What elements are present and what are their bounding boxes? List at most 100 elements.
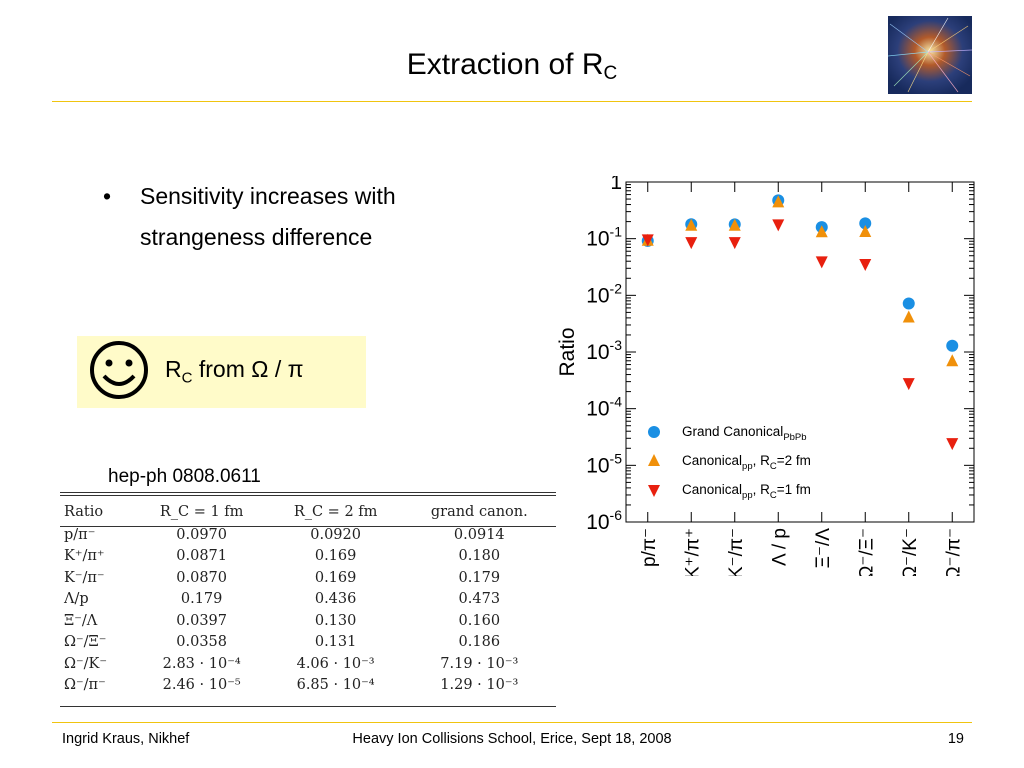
- table-cell: 6.85 · 10⁻⁴: [296, 677, 375, 694]
- data-point-triangle-up: [859, 225, 872, 238]
- table-cell: 0.160: [458, 612, 501, 629]
- table-row: K⁻/π⁻ 0.0870 0.169 0.179: [60, 567, 556, 589]
- data-point-triangle-down: [772, 219, 785, 232]
- table-cell: 7.19 · 10⁻³: [440, 655, 519, 672]
- data-point-triangle-up: [772, 195, 785, 208]
- reference-label: hep-ph 0808.0611: [108, 466, 261, 487]
- data-point-triangle-down: [815, 256, 828, 269]
- ratio-chart: 1 10-1 10-2 10-3 10-4 10-5 10-6 p/π⁻ K⁺/π⁺ K⁻/π⁻ Λ…: [556, 176, 975, 576]
- footer-event: Heavy Ion Collisions School, Erice, Sept…: [352, 731, 672, 747]
- table-cell: 0.473: [458, 591, 501, 608]
- legend-label: Grand CanonicalPbPb: [682, 424, 807, 443]
- table-cell: 0.169: [314, 569, 357, 586]
- table-row: Ξ⁻/Λ 0.0397 0.130 0.160: [60, 610, 556, 632]
- data-point-triangle-down: [685, 237, 698, 250]
- ratio-table: Ratio R_C = 1 fm R_C = 2 fm grand canon. p/…: [60, 492, 556, 710]
- legend-marker: [648, 454, 660, 466]
- callout-text: RC from Ω / π: [165, 356, 304, 387]
- table-cell: 4.06 · 10⁻³: [296, 655, 375, 672]
- table-header-cell: Ratio: [64, 504, 104, 520]
- table-cell: 0.180: [458, 548, 501, 565]
- x-tick-label: K⁻/π⁻: [726, 528, 747, 576]
- table-cell: 2.46 · 10⁻⁵: [162, 677, 241, 694]
- table-cell: 0.179: [458, 569, 501, 586]
- table-cell: 0.130: [314, 612, 357, 629]
- y-axis-label: Ratio: [556, 327, 579, 376]
- x-tick-label: p/π⁻: [639, 528, 660, 567]
- legend-marker: [648, 485, 660, 497]
- data-point-triangle-down: [902, 378, 915, 391]
- data-point-triangle-down: [859, 258, 872, 271]
- table-cell: 0.0970: [176, 526, 228, 543]
- table-header-cell: grand canon.: [430, 504, 528, 520]
- data-point-triangle-up: [685, 218, 698, 231]
- table-row: Λ/p 0.179 0.436 0.473: [60, 589, 556, 611]
- table-cell: 0.0358: [176, 634, 228, 651]
- title-divider: [52, 101, 972, 102]
- plot-frame: [625, 181, 975, 523]
- table-cell: 0.436: [314, 591, 357, 608]
- data-point-triangle-up: [728, 218, 741, 231]
- table-cell: Λ/p: [64, 591, 89, 608]
- data-point-circle: [902, 297, 915, 310]
- table-header-cell: R_C = 2 fm: [293, 504, 378, 520]
- table-cell: 0.186: [458, 634, 501, 651]
- table-row: K⁺/π⁺ 0.0871 0.169 0.180: [60, 546, 556, 568]
- table-row: p/π⁻ 0.0970 0.0920 0.0914: [60, 524, 556, 546]
- collision-event-image: [888, 16, 972, 94]
- table-cell: 0.131: [314, 634, 357, 651]
- y-tick-label: 10-1: [586, 224, 622, 251]
- table-cell: 2.83 · 10⁻⁴: [162, 655, 241, 672]
- table-cell: 0.0871: [176, 548, 228, 565]
- y-tick-label: 1: [610, 176, 622, 194]
- data-point-circle: [859, 217, 872, 230]
- table-header-cell: R_C = 1 fm: [159, 504, 244, 520]
- footer-divider: [52, 722, 972, 723]
- data-point-triangle-up: [946, 354, 959, 367]
- table-row: Ω⁻/Ξ⁻ 0.0358 0.131 0.186: [60, 632, 556, 654]
- data-point-circle: [946, 339, 959, 352]
- table-row: Ω⁻/π⁻ 2.46 · 10⁻⁵ 6.85 · 10⁻⁴ 1.29 · 10⁻³: [60, 675, 556, 697]
- y-tick-label: 10-5: [586, 450, 622, 477]
- legend-label: Canonicalpp, RC=2 fm: [682, 453, 811, 472]
- data-point-triangle-down: [641, 234, 654, 247]
- y-tick-label: 10-3: [586, 337, 622, 364]
- table-row: Ω⁻/K⁻ 2.83 · 10⁻⁴ 4.06 · 10⁻³ 7.19 · 10⁻³: [60, 653, 556, 675]
- table-cell: 0.0914: [453, 526, 505, 543]
- table-cell: Ω⁻/K⁻: [64, 655, 108, 672]
- slide-title: Extraction of RC: [406, 48, 618, 84]
- bullet-marker: •: [103, 183, 112, 209]
- data-point-triangle-down: [728, 237, 741, 250]
- footer-page-number: 19: [947, 731, 964, 747]
- footer-author: Ingrid Kraus, Nikhef: [62, 731, 190, 747]
- table-cell: Ω⁻/π⁻: [64, 677, 106, 694]
- table-cell: 0.0397: [176, 612, 228, 629]
- data-point-triangle-up: [815, 225, 828, 238]
- y-tick-label: 10-2: [586, 280, 622, 307]
- y-tick-label: 10-6: [586, 507, 622, 534]
- table-cell: Ξ⁻/Λ: [64, 612, 98, 629]
- x-tick-label: Ω⁻/K⁻: [900, 528, 921, 576]
- table-cell: 0.0870: [176, 569, 228, 586]
- table-cell: K⁺/π⁺: [64, 548, 105, 565]
- data-point-triangle-up: [902, 310, 915, 323]
- legend-marker: [648, 426, 660, 438]
- table-cell: Ω⁻/Ξ⁻: [64, 634, 107, 651]
- x-tick-label: K⁺/π⁺: [682, 528, 703, 576]
- table-cell: 1.29 · 10⁻³: [440, 677, 519, 694]
- table-cell: K⁻/π⁻: [64, 569, 105, 586]
- data-point-triangle-down: [946, 438, 959, 451]
- table-cell: 0.179: [180, 591, 223, 608]
- table-cell: p/π⁻: [64, 526, 96, 543]
- x-tick-label: Ω⁻/π⁻: [943, 528, 964, 576]
- x-tick-label: Ξ⁻/Λ: [813, 528, 834, 569]
- x-tick-label: Λ / p: [769, 528, 790, 566]
- y-tick-label: 10-4: [586, 394, 622, 421]
- callout-box: RC from Ω / π: [77, 336, 366, 408]
- smiley-icon: [90, 341, 148, 399]
- legend-label: Canonicalpp, RC=1 fm: [682, 482, 811, 501]
- table-cell: 0.0920: [310, 526, 361, 543]
- table-cell: 0.169: [314, 548, 357, 565]
- bullet-text: Sensitivity increases with strangeness d…: [140, 183, 396, 250]
- x-tick-label: Ω⁻/Ξ⁻: [856, 528, 877, 576]
